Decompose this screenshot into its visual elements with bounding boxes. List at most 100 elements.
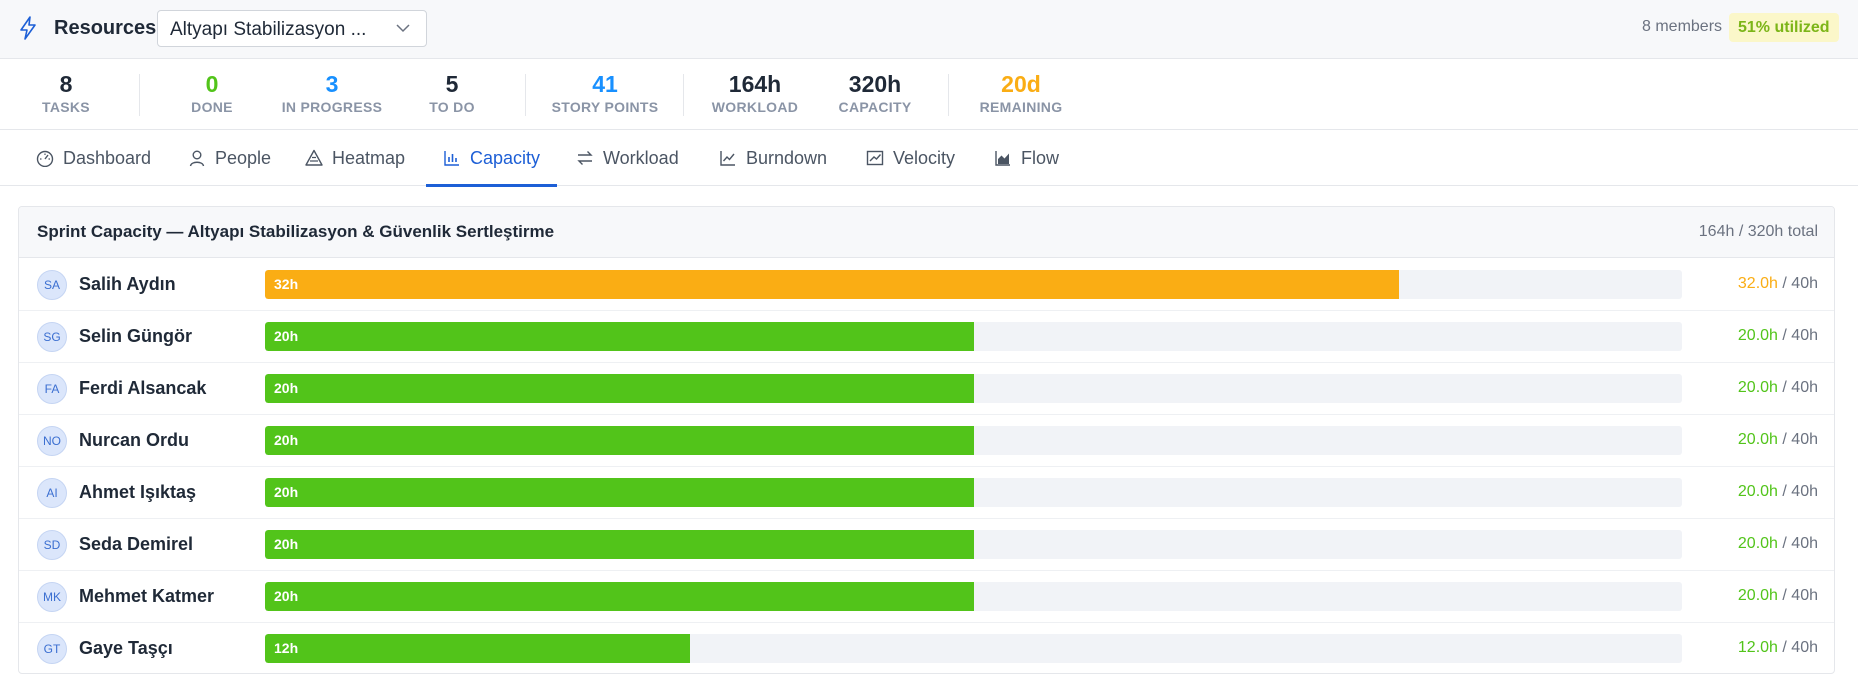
swap-icon bbox=[577, 151, 593, 165]
member-name: Ferdi Alsancak bbox=[79, 378, 207, 398]
stat-remaining: 20d REMAINING bbox=[973, 70, 1069, 116]
capacity-bar-fill: 20h bbox=[265, 582, 974, 611]
hours-capacity: / 40h bbox=[1782, 431, 1818, 448]
stat-label: DONE bbox=[191, 99, 233, 115]
stat-value: 164h bbox=[728, 71, 782, 97]
dashboard-icon bbox=[36, 150, 54, 167]
tab-label: Capacity bbox=[470, 147, 541, 168]
hours-summary: 20.0h / 40h bbox=[1738, 483, 1818, 501]
stat-label: TASKS bbox=[42, 99, 90, 115]
tab-label: Heatmap bbox=[332, 147, 406, 168]
member-name: Seda Demirel bbox=[79, 534, 194, 554]
stat-story-points: 41 STORY POINTS bbox=[543, 70, 667, 116]
hours-summary: 20.0h / 40h bbox=[1738, 587, 1818, 605]
capacity-row: FA Ferdi Alsancak 20h 20.0h / 40h bbox=[19, 363, 1834, 415]
capacity-bar-fill: 32h bbox=[265, 270, 1399, 299]
hours-value: 20.0h bbox=[1737, 587, 1778, 604]
capacity-bar-fill: 20h bbox=[265, 322, 974, 351]
tab-capacity[interactable]: Capacity bbox=[426, 130, 558, 187]
stat-value: 320h bbox=[848, 71, 902, 97]
hours-value: 20.0h bbox=[1737, 379, 1778, 396]
avatar: MK bbox=[37, 582, 67, 612]
capacity-bar-track: 20h bbox=[265, 582, 1682, 611]
capacity-bar-track: 12h bbox=[265, 634, 1682, 663]
bar-label: 12h bbox=[274, 640, 299, 656]
hours-value: 12.0h bbox=[1737, 639, 1778, 656]
stat-value: 0 bbox=[205, 71, 219, 97]
tab-burndown[interactable]: Burndown bbox=[719, 130, 827, 186]
card-title: Sprint Capacity — Altyapı Stabilizasyon … bbox=[37, 222, 555, 241]
stat-tasks: 8 TASKS bbox=[28, 70, 104, 116]
capacity-row: GT Gaye Taşçı 12h 12.0h / 40h bbox=[19, 623, 1834, 673]
bar-chart-icon bbox=[444, 151, 459, 166]
tab-label: Burndown bbox=[746, 147, 828, 168]
avatar: GT bbox=[37, 634, 67, 664]
capacity-bar-track: 20h bbox=[265, 426, 1682, 455]
hours-summary: 20.0h / 40h bbox=[1738, 379, 1818, 397]
capacity-bar-fill: 20h bbox=[265, 530, 974, 559]
avatar: FA bbox=[37, 374, 67, 404]
stat-label: CAPACITY bbox=[838, 99, 912, 115]
member-name: Gaye Taşçı bbox=[79, 638, 173, 658]
tab-dashboard[interactable]: Dashboard bbox=[36, 130, 151, 186]
hours-value: 20.0h bbox=[1737, 327, 1778, 344]
stat-value: 8 bbox=[59, 71, 73, 97]
stat-value: 20d bbox=[1001, 71, 1041, 97]
divider bbox=[683, 74, 684, 116]
hours-value: 20.0h bbox=[1737, 483, 1778, 500]
tab-label: Dashboard bbox=[63, 147, 152, 168]
tab-people[interactable]: People bbox=[188, 130, 271, 186]
tab-flow[interactable]: Flow bbox=[994, 130, 1059, 186]
bar-label: 20h bbox=[274, 588, 299, 604]
hours-summary: 12.0h / 40h bbox=[1738, 639, 1818, 657]
heatmap-icon bbox=[305, 149, 323, 166]
stat-capacity: 320h CAPACITY bbox=[831, 70, 919, 116]
capacity-bar-track: 20h bbox=[265, 374, 1682, 403]
user-icon bbox=[189, 150, 205, 167]
capacity-row: SA Salih Aydın 32h 32.0h / 40h bbox=[19, 259, 1834, 311]
hours-value: 32.0h bbox=[1737, 275, 1778, 292]
divider bbox=[139, 74, 140, 116]
hours-summary: 20.0h / 40h bbox=[1738, 535, 1818, 553]
hours-value: 20.0h bbox=[1737, 431, 1778, 448]
stat-workload: 164h WORKLOAD bbox=[706, 70, 804, 116]
tab-heatmap[interactable]: Heatmap bbox=[305, 130, 405, 186]
sprint-select-value: Altyapı Stabilizasyon ... bbox=[170, 19, 367, 40]
top-bar: Resources Altyapı Stabilizasyon ... 8 me… bbox=[0, 0, 1858, 59]
capacity-bar-track: 20h bbox=[265, 478, 1682, 507]
tab-velocity[interactable]: Velocity bbox=[866, 130, 955, 186]
hours-capacity: / 40h bbox=[1782, 535, 1818, 552]
hours-capacity: / 40h bbox=[1782, 275, 1818, 292]
app-title: Resources bbox=[54, 17, 157, 39]
hours-capacity: / 40h bbox=[1782, 483, 1818, 500]
members-count: 8 members bbox=[1642, 18, 1723, 35]
sprint-capacity-card: Sprint Capacity — Altyapı Stabilizasyon … bbox=[18, 206, 1835, 674]
hours-value: 20.0h bbox=[1737, 535, 1778, 552]
capacity-bar-fill: 12h bbox=[265, 634, 691, 663]
hours-capacity: / 40h bbox=[1782, 639, 1818, 656]
chevron-down-icon bbox=[396, 24, 410, 33]
bar-label: 20h bbox=[274, 328, 299, 344]
bar-label: 20h bbox=[274, 536, 299, 552]
stat-label: TO DO bbox=[429, 99, 475, 115]
stat-label: REMAINING bbox=[979, 99, 1063, 115]
tab-label: Flow bbox=[1021, 147, 1060, 168]
tab-label: Workload bbox=[603, 147, 679, 168]
utilization-badge: 51% utilized bbox=[1729, 13, 1839, 42]
tab-workload[interactable]: Workload bbox=[576, 130, 679, 186]
tab-label: People bbox=[215, 147, 272, 168]
member-name: Mehmet Katmer bbox=[79, 586, 215, 606]
member-name: Nurcan Ordu bbox=[79, 430, 190, 450]
member-name: Salih Aydın bbox=[79, 274, 176, 294]
line-chart-icon bbox=[720, 151, 735, 166]
capacity-bar-track: 32h bbox=[265, 270, 1682, 299]
stat-value: 41 bbox=[592, 71, 618, 97]
stat-label: STORY POINTS bbox=[551, 99, 659, 115]
stat-in-progress: 3 IN PROGRESS bbox=[274, 70, 390, 116]
avatar: SA bbox=[37, 270, 67, 300]
capacity-bar-track: 20h bbox=[265, 322, 1682, 351]
sprint-select[interactable]: Altyapı Stabilizasyon ... bbox=[157, 10, 427, 47]
divider bbox=[948, 74, 949, 116]
stat-label: IN PROGRESS bbox=[281, 99, 383, 115]
avatar: SG bbox=[37, 322, 67, 352]
